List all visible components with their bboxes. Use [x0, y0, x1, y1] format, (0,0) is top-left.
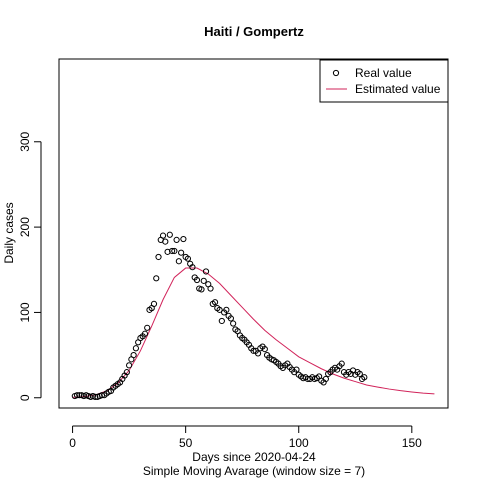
real-value-point — [144, 324, 151, 331]
real-value-point — [126, 362, 133, 369]
real-value-point — [73, 392, 81, 399]
real-value-point — [293, 366, 300, 373]
plot-frame — [58, 58, 449, 409]
x-tick-label: 100 — [289, 436, 309, 450]
real-value-point — [184, 255, 192, 262]
real-value-point — [159, 232, 167, 239]
real-value-point — [322, 375, 329, 383]
legend-box — [319, 59, 449, 103]
real-value-point — [254, 350, 262, 357]
real-value-point — [202, 268, 210, 275]
chart-title: Haiti / Gompertz — [204, 24, 304, 39]
real-value-point — [173, 236, 180, 243]
estimated-value-series — [72, 267, 435, 398]
real-value-point — [250, 347, 257, 354]
real-value-point — [92, 393, 99, 401]
real-value-point — [150, 300, 158, 307]
y-axis: 0 100 200 300 — [18, 131, 42, 401]
legend: Real value Estimated value — [319, 59, 449, 103]
real-value-point — [178, 249, 185, 256]
real-value-point — [223, 306, 230, 313]
real-value-point — [198, 286, 205, 293]
real-value-point — [141, 330, 149, 337]
real-value-point — [230, 320, 237, 327]
real-value-point — [76, 392, 83, 399]
x-tick-label: 50 — [179, 436, 193, 450]
real-value-point — [218, 317, 225, 325]
real-value-point — [180, 235, 187, 243]
x-tick-label: 150 — [402, 436, 422, 450]
real-value-point — [227, 315, 234, 322]
legend-marker-real-value — [332, 69, 340, 77]
y-axis-label: Daily cases — [2, 202, 16, 263]
real-value-point — [171, 247, 178, 255]
real-value-point — [211, 299, 219, 306]
real-value-point — [338, 360, 345, 367]
legend-label-real-value: Real value — [355, 66, 412, 80]
x-axis: 0 50 100 150 — [69, 425, 422, 450]
real-value-point — [130, 352, 137, 359]
real-value-point — [189, 264, 196, 271]
y-tick-label: 300 — [18, 131, 32, 151]
real-value-point — [164, 248, 171, 255]
real-value-point — [166, 231, 173, 238]
real-value-point — [153, 275, 160, 282]
y-tick-label: 0 — [18, 394, 32, 401]
real-value-point — [261, 346, 268, 353]
estimated-value-line — [72, 267, 435, 398]
x-tick-label: 0 — [69, 436, 76, 450]
real-value-point — [162, 238, 169, 245]
legend-label-estimated-value: Estimated value — [355, 82, 441, 96]
real-value-point — [175, 258, 182, 265]
y-tick-label: 200 — [18, 217, 32, 237]
real-value-point — [200, 277, 207, 284]
real-value-series — [71, 231, 368, 401]
x-axis-subtitle: Simple Moving Avarage (window size = 7) — [143, 464, 365, 478]
real-value-point — [132, 345, 139, 352]
real-value-point — [216, 306, 223, 313]
real-value-point — [193, 276, 201, 284]
real-value-point — [123, 369, 130, 376]
x-axis-label: Days since 2020-04-24 — [192, 450, 316, 464]
y-tick-label: 100 — [18, 302, 32, 322]
real-value-point — [207, 285, 214, 292]
real-value-point — [356, 370, 363, 377]
real-value-point — [155, 253, 162, 261]
real-value-point — [168, 247, 176, 255]
real-value-point — [361, 374, 368, 381]
